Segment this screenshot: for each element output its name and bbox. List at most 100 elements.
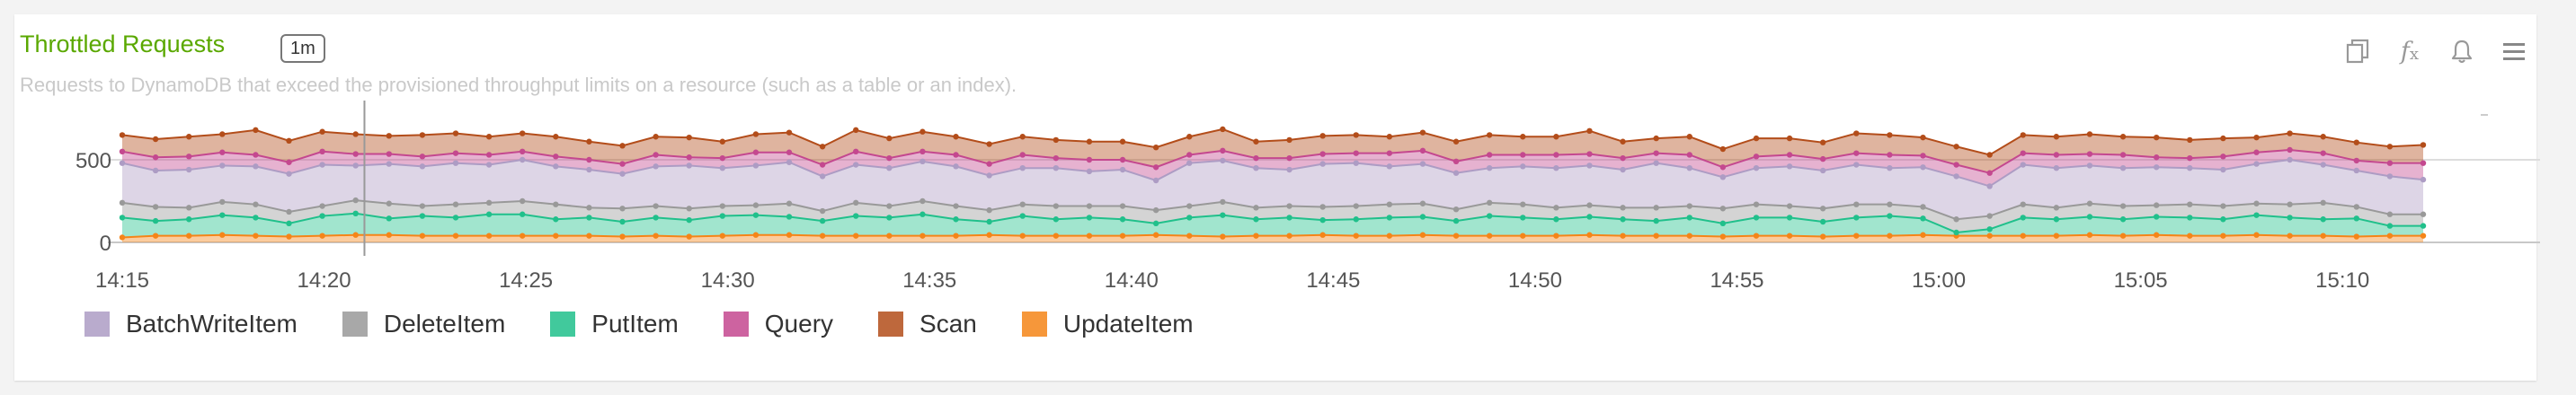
point-putitem (553, 216, 559, 223)
point-updateitem (2320, 233, 2326, 239)
point-updateitem (2287, 233, 2293, 239)
point-scan (119, 132, 126, 138)
y-tick-label: 0 (100, 232, 111, 256)
point-scan (219, 131, 226, 137)
point-putitem (1186, 215, 1193, 221)
point-batchwriteitem (1520, 163, 1526, 170)
point-deleteitem (1186, 203, 1193, 209)
point-updateitem (1686, 233, 1692, 239)
point-query (1353, 150, 1359, 156)
point-deleteitem (1086, 203, 1093, 209)
copy-icon[interactable] (2344, 38, 2371, 65)
point-updateitem (1620, 233, 1626, 239)
point-query (2220, 154, 2226, 160)
point-query (1819, 155, 1826, 162)
point-batchwriteitem (1986, 183, 1993, 189)
point-query (2086, 151, 2093, 157)
point-updateitem (1419, 232, 1426, 238)
point-scan (2119, 134, 2127, 140)
point-batchwriteitem (1053, 165, 1060, 171)
point-query (352, 151, 359, 157)
legend-item-query[interactable]: Query (723, 310, 833, 338)
point-batchwriteitem (1486, 165, 1493, 171)
point-deleteitem (853, 199, 859, 206)
point-query (253, 152, 259, 158)
bell-icon[interactable] (2448, 38, 2475, 65)
point-putitem (386, 215, 393, 222)
point-scan (586, 138, 592, 145)
point-batchwriteitem (653, 163, 659, 170)
point-scan (1486, 132, 1493, 138)
point-scan (1686, 134, 1692, 140)
x-tick-label: 14:25 (499, 268, 553, 293)
point-putitem (1520, 215, 1526, 221)
point-updateitem (919, 233, 926, 239)
menu-icon[interactable] (2500, 38, 2527, 65)
point-deleteitem (786, 200, 793, 206)
point-scan (2153, 134, 2160, 141)
point-scan (1953, 144, 1959, 150)
point-scan (1319, 133, 1326, 139)
point-scan (752, 131, 759, 137)
point-scan (1553, 134, 1559, 140)
point-putitem (2353, 215, 2359, 222)
point-deleteitem (2020, 201, 2026, 207)
point-batchwriteitem (319, 162, 325, 168)
y-tick-label: 500 (76, 149, 111, 173)
point-putitem (953, 216, 959, 223)
legend-swatch (342, 312, 368, 337)
point-deleteitem (1586, 202, 1593, 208)
point-deleteitem (986, 206, 992, 214)
point-batchwriteitem (452, 160, 459, 166)
point-batchwriteitem (719, 165, 726, 171)
point-updateitem (152, 233, 159, 239)
point-batchwriteitem (2020, 162, 2026, 168)
line-scan (121, 127, 2424, 156)
point-batchwriteitem (2253, 161, 2260, 167)
x-tick-label: 14:50 (1508, 268, 1562, 293)
point-putitem (119, 215, 126, 221)
point-deleteitem (1319, 204, 1326, 210)
legend-label: Scan (919, 310, 977, 338)
point-batchwriteitem (2287, 156, 2293, 163)
legend-item-deleteitem[interactable]: DeleteItem (342, 310, 505, 338)
point-deleteitem (886, 203, 893, 209)
point-updateitem (1853, 233, 1860, 239)
point-deleteitem (2086, 200, 2093, 206)
point-deleteitem (619, 206, 626, 212)
point-deleteitem (1553, 205, 1559, 211)
line-putitem (121, 212, 2423, 233)
point-scan (2420, 142, 2427, 148)
legend-item-updateitem[interactable]: UpdateItem (1021, 310, 1194, 338)
point-query (1686, 152, 1692, 158)
point-deleteitem (1419, 200, 1426, 206)
point-query (2020, 150, 2026, 156)
point-deleteitem (253, 201, 259, 207)
point-batchwriteitem (2086, 162, 2093, 169)
point-query (1553, 152, 1559, 158)
point-query (186, 154, 192, 160)
point-putitem (686, 216, 692, 224)
point-updateitem (786, 232, 793, 238)
legend-item-scan[interactable]: Scan (878, 310, 977, 338)
panel-title[interactable]: Throttled Requests (20, 31, 226, 57)
point-updateitem (1819, 233, 1826, 240)
point-batchwriteitem (553, 163, 559, 170)
point-updateitem (1220, 233, 1226, 240)
point-query (2420, 160, 2427, 166)
point-batchwriteitem (2353, 167, 2359, 174)
function-icon[interactable]: fx (2400, 37, 2420, 66)
point-query (319, 148, 325, 154)
point-updateitem (1653, 233, 1659, 239)
point-updateitem (352, 232, 359, 238)
point-putitem (1887, 213, 1893, 219)
interval-badge[interactable]: 1m (280, 34, 325, 63)
point-deleteitem (1286, 203, 1292, 209)
legend-item-batchwriteitem[interactable]: BatchWriteItem (84, 310, 298, 338)
point-scan (1719, 145, 1727, 153)
point-deleteitem (1353, 203, 1359, 209)
point-putitem (1119, 216, 1126, 223)
point-batchwriteitem (886, 165, 893, 171)
legend-item-putitem[interactable]: PutItem (550, 310, 679, 338)
